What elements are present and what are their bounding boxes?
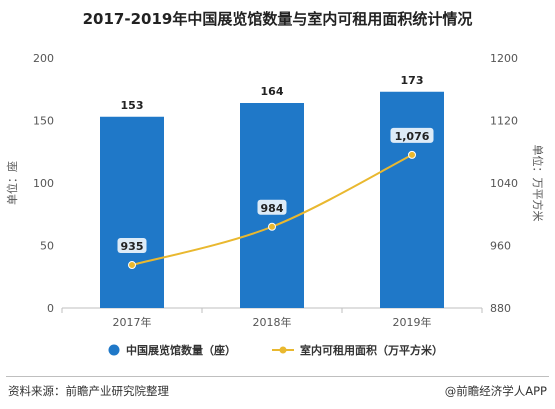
area-point (268, 222, 276, 231)
area-point (408, 150, 416, 159)
area-label-bg (390, 127, 434, 143)
area-label-bg (257, 199, 287, 215)
area-value-label: 935 (121, 240, 144, 253)
footer-brand: @前瞻经济学人APP (444, 384, 547, 398)
y-right-tick-label: 880 (490, 302, 511, 315)
bar-value-label: 173 (401, 74, 424, 87)
y-right-tick-label: 1040 (490, 177, 518, 190)
bar (100, 116, 164, 308)
y-left-tick-label: 0 (47, 302, 54, 315)
y-right-axis-label: 单位：万平方米 (531, 145, 545, 222)
area-value-label: 984 (261, 202, 284, 215)
y-left-tick-label: 100 (33, 177, 54, 190)
y-left-tick-label: 200 (33, 52, 54, 65)
footer-source: 资料来源：前瞻产业研究院整理 (8, 384, 169, 398)
legend-line-dot (279, 346, 287, 354)
data-labels: 153 164 173 935 984 1,076 (117, 74, 434, 254)
area-line-series (128, 150, 416, 270)
bar-value-label: 153 (121, 99, 144, 112)
y-left-tick-label: 150 (33, 115, 54, 128)
y-right-tick-label: 960 (490, 240, 511, 253)
area-label-bg (117, 238, 147, 254)
legend-bar-label: 中国展览馆数量（座） (126, 343, 236, 357)
legend: 中国展览馆数量（座） 室内可租用面积（万平方米） (108, 343, 443, 357)
x-tick-label: 2018年 (253, 315, 292, 329)
legend-line-label: 室内可租用面积（万平方米） (300, 343, 443, 357)
y-left-axis-label: 单位：座 (5, 161, 19, 205)
bar-value-label: 164 (261, 85, 284, 98)
y-left-tick-label: 50 (40, 240, 54, 253)
y-right-tick-label: 1200 (490, 52, 518, 65)
legend-bar-swatch (108, 344, 120, 356)
x-tick-label: 2017年 (113, 315, 152, 329)
footer-divider (6, 376, 549, 377)
area-value-label: 1,076 (395, 130, 430, 143)
bar (380, 91, 444, 308)
y-right-tick-label: 1120 (490, 115, 518, 128)
chart-title: 2017-2019年中国展览馆数量与室内可租用面积统计情况 (82, 10, 473, 28)
x-tick-label: 2019年 (393, 315, 432, 329)
area-point (128, 261, 136, 270)
